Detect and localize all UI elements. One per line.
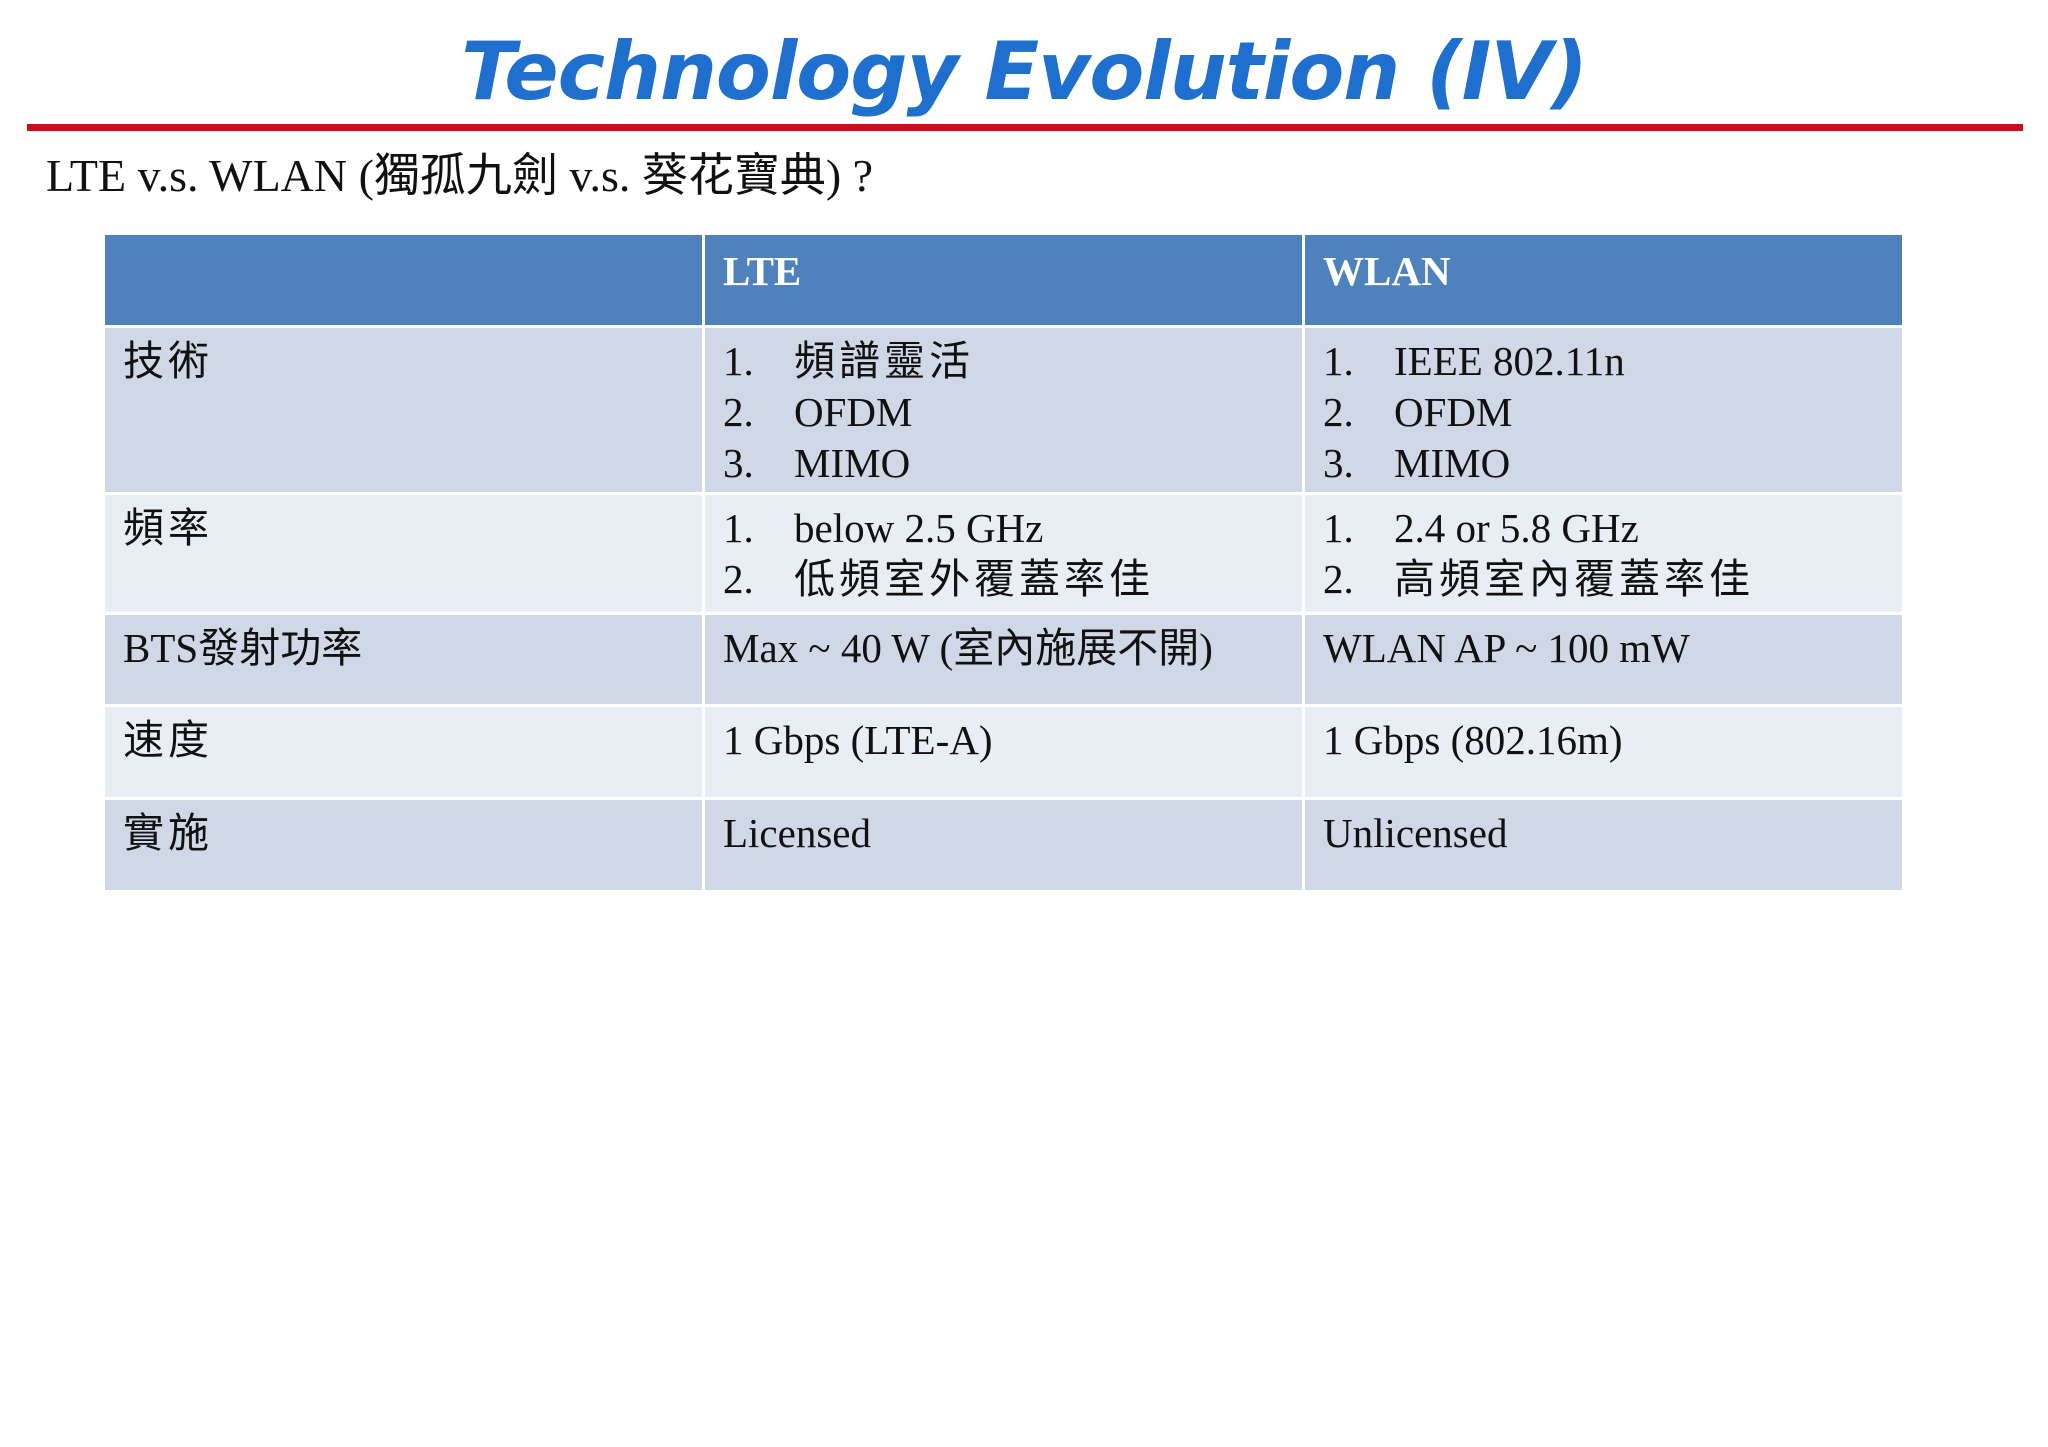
list-number: 1. xyxy=(1323,505,1354,551)
list-text: OFDM xyxy=(1394,389,1513,435)
lte-cell: Licensed xyxy=(702,797,1305,893)
list-item: 1. 2.4 or 5.8 GHz xyxy=(1323,503,1884,554)
lte-cell: 1 Gbps (LTE-A) xyxy=(702,704,1305,800)
table-row-bts-power: BTS發射功率 Max ~ 40 W (室內施展不開) WLAN AP ~ 10… xyxy=(102,612,1905,707)
list-item: 3. MIMO xyxy=(723,438,1284,489)
row-label: BTS發射功率 xyxy=(102,612,705,707)
list-text: OFDM xyxy=(794,389,913,435)
list-text: below 2.5 GHz xyxy=(794,505,1044,551)
list-item: 2. OFDM xyxy=(723,387,1284,438)
header-cell-lte: LTE xyxy=(702,232,1305,328)
list-number: 1. xyxy=(1323,338,1354,384)
list-item: 3. MIMO xyxy=(1323,438,1884,489)
list-text: 低頻室外覆蓋率佳 xyxy=(794,556,1154,602)
wlan-cell: 1. IEEE 802.11n 2. OFDM 3. MIMO xyxy=(1302,325,1905,495)
list-number: 2. xyxy=(1323,389,1354,435)
list-item: 2. OFDM xyxy=(1323,387,1884,438)
lte-frequency-list: 1. below 2.5 GHz 2. 低頻室外覆蓋率佳 xyxy=(723,503,1284,605)
list-item: 2. 低頻室外覆蓋率佳 xyxy=(723,554,1284,605)
list-item: 1. IEEE 802.11n xyxy=(1323,336,1884,387)
list-number: 1. xyxy=(723,338,754,384)
list-item: 1. 頻譜靈活 xyxy=(723,336,1284,387)
table-row-technology: 技術 1. 頻譜靈活 2. OFDM 3. MIMO 1. IEEE 802.11n 2… xyxy=(102,325,1905,495)
list-text: MIMO xyxy=(794,440,911,486)
wlan-cell: 1. 2.4 or 5.8 GHz 2. 高頻室內覆蓋率佳 xyxy=(1302,492,1905,615)
lte-cell: 1. below 2.5 GHz 2. 低頻室外覆蓋率佳 xyxy=(702,492,1305,615)
list-text: 高頻室內覆蓋率佳 xyxy=(1394,556,1754,602)
lte-technology-list: 1. 頻譜靈活 2. OFDM 3. MIMO xyxy=(723,336,1284,489)
title-underline xyxy=(27,124,2023,131)
table-row-implementation: 實施 Licensed Unlicensed xyxy=(102,797,1905,893)
list-number: 2. xyxy=(1323,556,1354,602)
list-number: 3. xyxy=(1323,440,1354,486)
lte-cell: Max ~ 40 W (室內施展不開) xyxy=(702,612,1305,707)
list-item: 1. below 2.5 GHz xyxy=(723,503,1284,554)
table-row-frequency: 頻率 1. below 2.5 GHz 2. 低頻室外覆蓋率佳 1. 2.4 or 5… xyxy=(102,492,1905,615)
comparison-table: LTE WLAN 技術 1. 頻譜靈活 2. OFDM 3. MIMO 1. IEEE … xyxy=(102,232,1905,893)
row-label: 頻率 xyxy=(102,492,705,615)
list-text: MIMO xyxy=(1394,440,1511,486)
row-label: 技術 xyxy=(102,325,705,495)
wlan-cell: WLAN AP ~ 100 mW xyxy=(1302,612,1905,707)
wlan-frequency-list: 1. 2.4 or 5.8 GHz 2. 高頻室內覆蓋率佳 xyxy=(1323,503,1884,605)
wlan-technology-list: 1. IEEE 802.11n 2. OFDM 3. MIMO xyxy=(1323,336,1884,489)
wlan-cell: Unlicensed xyxy=(1302,797,1905,893)
list-number: 2. xyxy=(723,556,754,602)
list-number: 1. xyxy=(723,505,754,551)
row-label: 速度 xyxy=(102,704,705,800)
slide-title: Technology Evolution (IV) xyxy=(461,25,1588,118)
wlan-cell: 1 Gbps (802.16m) xyxy=(1302,704,1905,800)
list-item: 2. 高頻室內覆蓋率佳 xyxy=(1323,554,1884,605)
list-text: IEEE 802.11n xyxy=(1394,338,1625,384)
lte-cell: 1. 頻譜靈活 2. OFDM 3. MIMO xyxy=(702,325,1305,495)
table-header-row: LTE WLAN xyxy=(102,232,1905,328)
slide-subtitle: LTE v.s. WLAN (獨孤九劍 v.s. 葵花寶典) ? xyxy=(46,150,874,201)
table-row-speed: 速度 1 Gbps (LTE-A) 1 Gbps (802.16m) xyxy=(102,704,1905,800)
list-number: 2. xyxy=(723,389,754,435)
list-text: 頻譜靈活 xyxy=(794,338,974,384)
header-cell-empty xyxy=(102,232,705,328)
row-label: 實施 xyxy=(102,797,705,893)
list-number: 3. xyxy=(723,440,754,486)
header-cell-wlan: WLAN xyxy=(1302,232,1905,328)
list-text: 2.4 or 5.8 GHz xyxy=(1394,505,1639,551)
